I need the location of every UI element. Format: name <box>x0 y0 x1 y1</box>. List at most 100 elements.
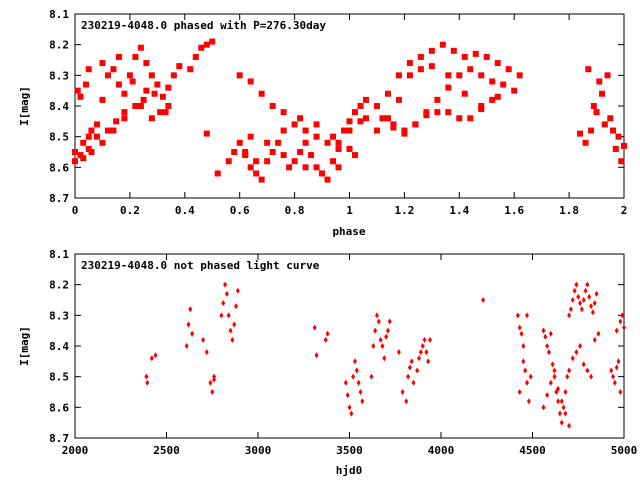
unphased-data-point <box>543 333 548 340</box>
phased-data-point <box>104 127 111 134</box>
unphased-data-point <box>517 389 522 395</box>
phased-data-point <box>165 84 172 91</box>
phased-data-point <box>209 38 216 45</box>
phased-data-point <box>351 109 358 116</box>
unphased-data-point <box>356 379 361 386</box>
phased-data-point <box>601 121 608 128</box>
unphased-x-tick-label: 3500 <box>336 444 363 457</box>
phased-data-point <box>489 78 496 85</box>
unphased-data-point <box>563 389 568 395</box>
unphased-data-point <box>585 367 590 374</box>
phased-data-point <box>456 72 463 79</box>
unphased-data-point <box>221 300 226 307</box>
unphased-data-point <box>578 300 583 307</box>
unphased-y-tick-label: 8.6 <box>49 401 69 414</box>
unphased-data-point <box>420 343 425 349</box>
unphased-data-point <box>343 379 348 386</box>
phased-data-point <box>335 139 342 146</box>
phased-data-point <box>280 109 287 116</box>
phased-data-point <box>269 149 276 155</box>
phased-panel: 230219-4048.0 phased with P=276.30day I[… <box>18 8 627 238</box>
unphased-data-point <box>314 352 319 359</box>
phased-data-point <box>467 115 474 122</box>
phased-data-point <box>604 72 611 79</box>
unphased-data-point <box>559 419 564 426</box>
unphased-data-point <box>349 410 354 417</box>
unphased-data-point <box>411 379 416 386</box>
unphased-data-point <box>525 312 530 319</box>
phased-data-point <box>362 96 369 103</box>
unphased-data-point <box>354 367 359 374</box>
unphased-data-point <box>481 297 486 303</box>
phased-x-tick-label: 0.8 <box>285 204 305 217</box>
phased-data-point <box>258 176 265 183</box>
phased-data-point <box>264 158 271 165</box>
phased-data-point <box>72 158 78 165</box>
phased-data-point <box>406 60 413 67</box>
phased-data-point <box>77 93 84 100</box>
phased-data-point <box>330 158 337 165</box>
phased-data-point <box>203 41 210 48</box>
phased-data-point <box>461 90 468 97</box>
phased-data-point <box>308 152 315 159</box>
phased-data-point <box>615 133 622 140</box>
unphased-data-point <box>590 309 595 316</box>
unphased-data-point <box>409 358 414 365</box>
unphased-data-point <box>614 327 619 334</box>
phased-plot-frame <box>74 13 625 199</box>
phased-data-point <box>395 96 402 103</box>
phased-data-point <box>148 115 155 122</box>
unphased-data-point <box>188 306 193 313</box>
unphased-data-point <box>226 312 231 319</box>
phased-x-tick-label: 1.4 <box>449 204 469 217</box>
unphased-data-point <box>426 358 431 365</box>
phased-data-point <box>247 78 254 85</box>
phased-data-point <box>335 145 342 152</box>
phased-data-point <box>74 87 81 94</box>
unphased-data-point <box>578 343 583 349</box>
unphased-axis-ticks: 2000 2500 3000 3500 4000 4500 5000 8.1 8.2 8.3 8.4… <box>49 248 637 457</box>
unphased-y-tick-label: 8.4 <box>49 340 69 353</box>
unphased-data-point <box>224 290 229 297</box>
phased-chart-title: 230219-4048.0 phased with P=276.30day <box>81 19 326 32</box>
phased-data-point <box>291 158 298 165</box>
unphased-data-point <box>567 367 572 374</box>
phased-data-point <box>450 47 457 54</box>
phased-data-point <box>610 127 617 134</box>
unphased-data-point <box>587 293 592 300</box>
unphased-data-point <box>521 343 526 349</box>
unphased-x-tick-label: 4500 <box>519 444 546 457</box>
phased-data-point <box>132 53 139 60</box>
unphased-data-point <box>557 410 562 417</box>
phased-x-tick-label: 1.8 <box>559 204 579 217</box>
phased-data-point <box>162 109 169 116</box>
phased-data-point <box>137 103 144 109</box>
unphased-data-point <box>614 364 619 371</box>
unphased-data-point <box>351 373 356 380</box>
unphased-data-point <box>378 336 383 343</box>
phased-x-tick-label: 2 <box>621 204 628 217</box>
phased-data-point <box>225 158 232 165</box>
phased-data-point <box>489 96 496 103</box>
unphased-data-point <box>548 379 553 386</box>
unphased-data-point <box>525 379 530 386</box>
phased-data-point <box>121 109 128 116</box>
phased-x-tick-label: 1.2 <box>394 204 414 217</box>
unphased-data-point <box>153 352 158 359</box>
phased-data-point <box>121 115 128 122</box>
phased-data-point <box>236 139 243 146</box>
phased-data-point <box>77 152 84 159</box>
phased-data-point <box>406 72 413 79</box>
phased-data-point <box>445 72 452 79</box>
phased-data-point <box>104 72 111 79</box>
phased-data-point <box>165 103 172 109</box>
phased-data-point <box>428 47 435 54</box>
phased-data-point <box>379 115 386 122</box>
unphased-data-point <box>406 373 411 380</box>
unphased-data-point <box>541 404 546 411</box>
phased-data-point <box>505 66 512 73</box>
phased-data-point <box>143 87 150 94</box>
phased-data-point <box>351 152 358 159</box>
phased-data-point <box>297 115 304 122</box>
